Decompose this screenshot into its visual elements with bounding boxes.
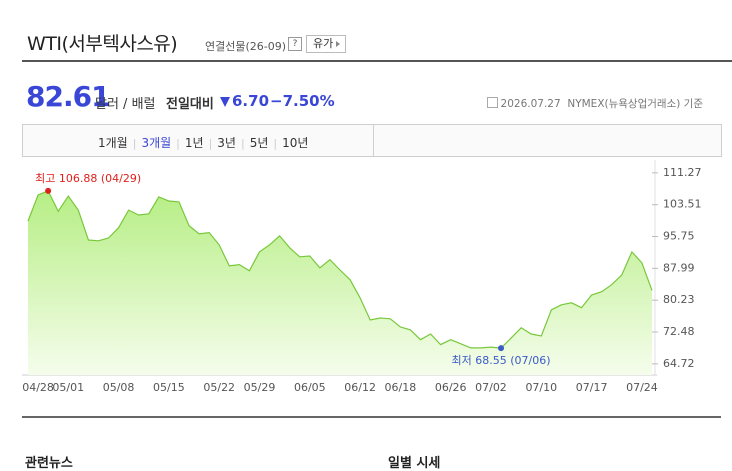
category-label: 유가 [313,37,334,50]
section-title: 일별 시세 [388,456,441,471]
category-button[interactable]: 유가 [306,35,346,53]
y-tick-label: 95.75 [663,230,695,243]
high-label: 최고 106.88 (04/29) [35,172,141,185]
high-marker [45,187,52,194]
x-tick-label: 06/12 [344,381,376,394]
tab[interactable]: 1년 [184,136,204,150]
tab-separator: | [273,137,278,150]
tab[interactable]: 5년 [249,136,269,150]
tab-list: 1개월 | 3개월 | 1년 | 3년 | 5년 | 10년 [93,134,313,151]
tab[interactable]: 3개월 [141,136,172,150]
section-title: 관련뉴스 [25,456,73,471]
x-tick-label: 06/18 [385,381,417,394]
date: 2026.07.27 [500,98,561,110]
tab[interactable]: 3년 [217,136,236,150]
x-tick-label: 05/22 [203,381,235,394]
icon [486,97,498,108]
y-tick-label: 87.99 [663,261,695,274]
y-tick-label: 103.51 [663,198,702,211]
tab-divider [373,125,374,156]
line [27,190,653,349]
period-tabs: 1개월 | 3개월 | 1년 | 3년 | 5년 | 10년 [22,124,722,157]
tab[interactable]: 1개월 [98,136,128,150]
area [28,190,652,375]
x-tick-label: 05/29 [244,381,276,394]
tab[interactable]: 10년 [282,136,309,150]
tab-separator: | [132,137,137,150]
change: 6.70 [232,92,270,110]
chart: 111.27 103.51 95.75 87.99 80.23 72.48 64.72 04/… [22,160,702,394]
unit: 달러 / 배럴 [95,97,156,112]
contract: 연결선물(26-09) [205,40,287,53]
tab-separator: | [208,137,213,150]
price: 82.61 [26,80,111,113]
change-label: 전일대비 [166,97,214,112]
x-tick-label: 04/28 [22,381,54,394]
date-info: 2026.07.27 NYMEX(뉴욕상업거래소) 기준 [486,96,703,111]
y-tick-label: 64.72 [663,357,695,370]
low-label: 최저 68.55 (07/06) [452,354,551,367]
low-marker [498,345,505,352]
y-tick-label: 111.27 [663,166,702,179]
tab-separator: | [240,137,245,150]
divider [22,60,732,62]
source: NYMEX(뉴욕상업거래소) 기준 [567,98,703,110]
down-arrow [220,97,230,107]
x-tick-label: 07/24 [626,381,658,394]
y-tick-label: 72.48 [663,325,695,338]
y-tick-label: 80.23 [663,293,695,306]
x-tick-label: 06/26 [435,381,467,394]
tab-separator: | [176,137,180,150]
x-tick-label: 07/02 [475,381,507,394]
help-button[interactable]: ? [288,37,302,51]
x-tick-label: 07/17 [576,381,608,394]
page: WTI(서부텍사스유) 연결선물(26-09) ? 유가 82.61 달러 / … [22,33,732,471]
x-tick-label: 07/10 [525,381,557,394]
x-tick-label: 05/08 [103,381,135,394]
divider [22,416,721,418]
x-tick-label: 06/05 [294,381,326,394]
change-pct: −7.50% [270,92,335,110]
x-tick-label: 05/01 [52,381,84,394]
title: WTI(서부텍사스유) [27,33,178,55]
x-tick-label: 05/15 [153,381,185,394]
